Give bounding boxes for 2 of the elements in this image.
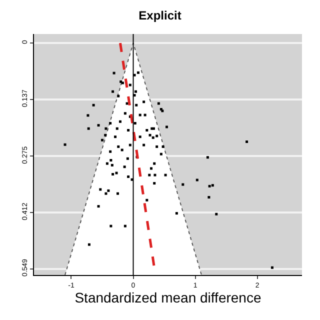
x-axis-title: Standardized mean difference [74,290,262,306]
chart-title: Explicit [138,8,182,23]
